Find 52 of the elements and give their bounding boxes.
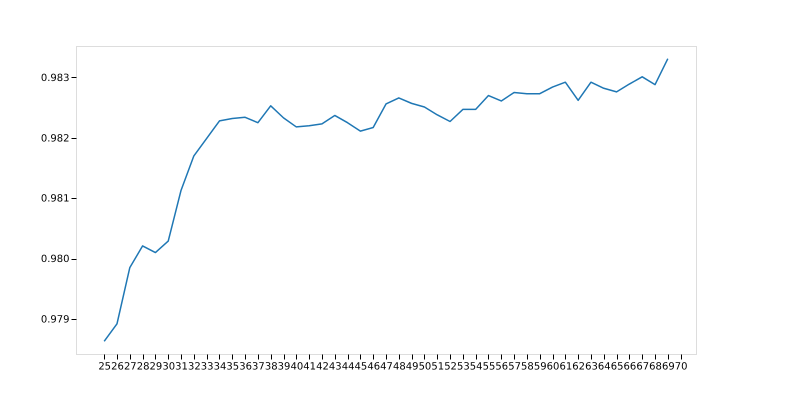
x-tick-label: 49 [406,362,418,372]
x-tick-label: 53 [456,362,470,372]
x-tick-label: 33 [200,362,214,372]
x-tick-label: 57 [508,362,521,372]
x-tick-label: 40 [290,362,304,372]
x-tick-label: 55 [482,362,496,372]
x-tick-label: 27 [124,362,137,372]
x-tick-label: 68 [649,362,662,372]
x-tick-label: 38 [264,362,278,372]
x-tick-label: 69 [662,362,675,372]
x-tick-label: 26 [111,362,124,372]
x-tick-label: 25 [98,362,112,372]
x-tick-label: 60 [546,362,560,372]
x-tick-label: 63 [585,362,598,372]
x-tick-label: 56 [495,362,508,372]
x-tick-label: 36 [239,362,252,372]
x-tick-label: 64 [598,362,611,372]
y-tick-label: 0.982 [40,133,70,144]
x-tick-label: 65 [610,362,624,372]
x-tick-label: 30 [162,362,176,372]
x-tick-label: 29 [150,362,162,372]
x-tick-label: 54 [470,362,483,372]
x-tick-label: 59 [534,362,547,372]
x-tick-label: 42 [316,362,329,372]
x-tick-label: 46 [367,362,380,372]
line-series [103,58,669,342]
x-tick-label: 31 [175,362,188,372]
x-tick-label: 45 [354,362,368,372]
x-tick-label: 34 [214,362,226,372]
x-tick-label: 35 [226,362,240,372]
y-tick-label: 0.983 [40,72,70,84]
x-tick-label: 44 [342,362,354,372]
x-tick-label: 43 [328,362,342,372]
y-tick-label: 0.981 [40,194,70,205]
x-tick-label: 70 [674,362,688,372]
x-tick-label: 67 [636,362,650,372]
x-tick-label: 58 [521,362,534,372]
y-tick-label: 0.980 [40,254,70,266]
x-tick-label: 50 [418,362,432,372]
x-tick-label: 41 [303,362,316,372]
x-tick-label: 52 [444,362,457,372]
x-tick-label: 48 [392,362,406,372]
x-tick-label: 62 [572,362,586,372]
x-tick-label: 28 [136,362,150,372]
x-tick-label: 51 [431,362,444,372]
x-tick-label: 32 [188,362,201,372]
x-tick-label: 61 [559,362,572,372]
x-tick-label: 47 [380,362,393,372]
x-tick-label: 66 [624,362,636,372]
x-tick-label: 37 [252,362,265,372]
x-tick-label: 39 [278,362,290,372]
y-tick-label: 0.979 [40,314,70,326]
